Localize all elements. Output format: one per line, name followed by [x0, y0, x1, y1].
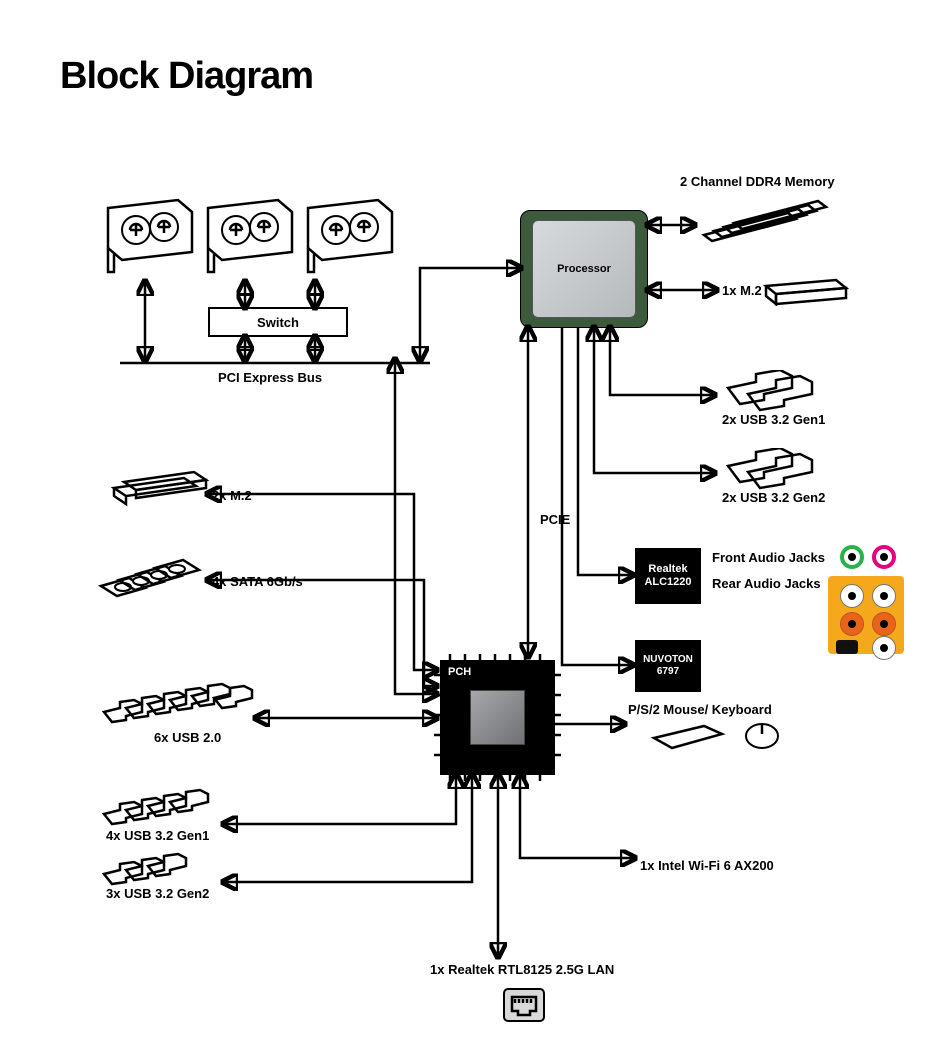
- m2-2x-icon: [110, 470, 210, 514]
- label-m2-2: 2x M.2: [212, 488, 252, 503]
- usb-6x-icon: [100, 682, 260, 732]
- lan-port-icon: [500, 985, 548, 1025]
- usb-4x-icon: [100, 786, 230, 832]
- nuvoton-line1: NUVOTON: [643, 654, 693, 666]
- label-sata: 4x SATA 6Gb/s: [212, 574, 303, 589]
- usb-pair-icon: [720, 448, 820, 490]
- label-ddr4: 2 Channel DDR4 Memory: [680, 174, 835, 189]
- label-usb32g2-r: 2x USB 3.2 Gen2: [722, 490, 825, 505]
- alc1220-line2: ALC1220: [644, 576, 691, 589]
- label-usb20: 6x USB 2.0: [154, 730, 221, 745]
- audio-jack-front-green: [840, 545, 864, 569]
- label-usb32g1-l: 4x USB 3.2 Gen1: [106, 828, 209, 843]
- switch-box: Switch: [208, 307, 348, 337]
- audio-jack-rear: [872, 584, 896, 608]
- switch-label: Switch: [257, 315, 299, 330]
- processor-label: Processor: [532, 220, 636, 318]
- label-usb32g2-l: 3x USB 3.2 Gen2: [106, 886, 209, 901]
- page-title: Block Diagram: [60, 55, 313, 98]
- audio-jack-rear: [840, 612, 864, 636]
- keyboard-icon: [650, 720, 730, 754]
- audio-jack-rear: [840, 584, 864, 608]
- label-ps2: P/S/2 Mouse/ Keyboard: [628, 702, 772, 717]
- usb-3x-icon: [100, 848, 210, 890]
- memory-icon: [700, 195, 840, 265]
- processor-chip: Processor: [520, 210, 648, 328]
- label-m2-1: 1x M.2: [722, 283, 762, 298]
- label-lan: 1x Realtek RTL8125 2.5G LAN: [430, 962, 614, 977]
- audio-jack-front-pink: [872, 545, 896, 569]
- gpu-card-icon: [100, 198, 196, 282]
- label-wifi: 1x Intel Wi-Fi 6 AX200: [640, 858, 774, 873]
- audio-jack-rear: [872, 612, 896, 636]
- alc1220-chip: Realtek ALC1220: [635, 548, 701, 604]
- pch-chip: PCH: [440, 660, 555, 775]
- label-usb32g1-r: 2x USB 3.2 Gen1: [722, 412, 825, 427]
- audio-jack-rear: [872, 636, 896, 660]
- m2-icon: [762, 278, 852, 306]
- mouse-icon: [740, 718, 784, 754]
- optical-port: [836, 640, 858, 654]
- label-front-audio: Front Audio Jacks: [712, 550, 825, 565]
- gpu-card-icon: [300, 198, 396, 282]
- nuvoton-line2: 6797: [657, 666, 679, 678]
- nuvoton-chip: NUVOTON 6797: [635, 640, 701, 692]
- gpu-card-icon: [200, 198, 296, 282]
- alc1220-line1: Realtek: [648, 563, 687, 576]
- label-pci-bus: PCI Express Bus: [218, 370, 322, 385]
- usb-pair-icon: [720, 370, 820, 412]
- label-pcie: PCIE: [540, 512, 570, 527]
- label-rear-audio: Rear Audio Jacks: [712, 576, 821, 591]
- block-diagram: Block Diagram Processor PCH Switch Realt…: [0, 0, 936, 1052]
- sata-icon: [95, 550, 215, 612]
